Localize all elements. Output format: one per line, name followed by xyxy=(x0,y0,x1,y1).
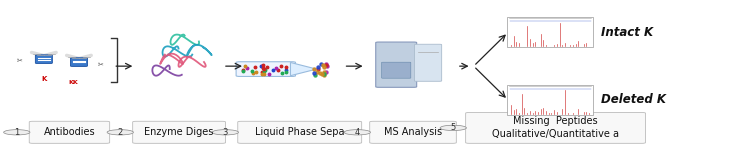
FancyBboxPatch shape xyxy=(507,17,593,47)
Circle shape xyxy=(344,130,371,135)
FancyBboxPatch shape xyxy=(29,121,110,143)
FancyBboxPatch shape xyxy=(370,121,456,143)
FancyBboxPatch shape xyxy=(414,44,442,81)
Text: 2: 2 xyxy=(118,128,123,137)
FancyBboxPatch shape xyxy=(35,55,53,64)
Text: K: K xyxy=(41,76,47,82)
Text: ✂: ✂ xyxy=(98,62,104,68)
Text: MS Analysis: MS Analysis xyxy=(384,127,442,137)
FancyBboxPatch shape xyxy=(70,58,88,66)
Circle shape xyxy=(107,130,133,135)
FancyBboxPatch shape xyxy=(238,121,362,143)
Circle shape xyxy=(212,130,238,135)
Text: 3: 3 xyxy=(223,128,228,137)
Text: Liquid Phase Sepa: Liquid Phase Sepa xyxy=(255,127,344,137)
Text: Missing  Peptides
Qualitative/Quantitative a: Missing Peptides Qualitative/Quantitativ… xyxy=(492,116,619,140)
Text: Intact K: Intact K xyxy=(601,26,653,39)
FancyBboxPatch shape xyxy=(133,121,225,143)
Circle shape xyxy=(4,130,30,135)
Circle shape xyxy=(440,125,466,131)
FancyBboxPatch shape xyxy=(376,42,417,87)
Text: 4: 4 xyxy=(355,128,360,137)
Text: Antibodies: Antibodies xyxy=(44,127,95,137)
FancyBboxPatch shape xyxy=(507,85,593,115)
Text: Enzyme Diges: Enzyme Diges xyxy=(145,127,213,137)
Text: KK: KK xyxy=(68,80,78,85)
FancyBboxPatch shape xyxy=(382,62,411,78)
Polygon shape xyxy=(290,62,317,76)
Text: ✂: ✂ xyxy=(17,58,23,64)
Text: 1: 1 xyxy=(14,128,20,137)
FancyBboxPatch shape xyxy=(466,112,645,143)
FancyBboxPatch shape xyxy=(236,62,295,76)
Text: Deleted K: Deleted K xyxy=(601,93,666,106)
Text: 5: 5 xyxy=(450,123,456,132)
